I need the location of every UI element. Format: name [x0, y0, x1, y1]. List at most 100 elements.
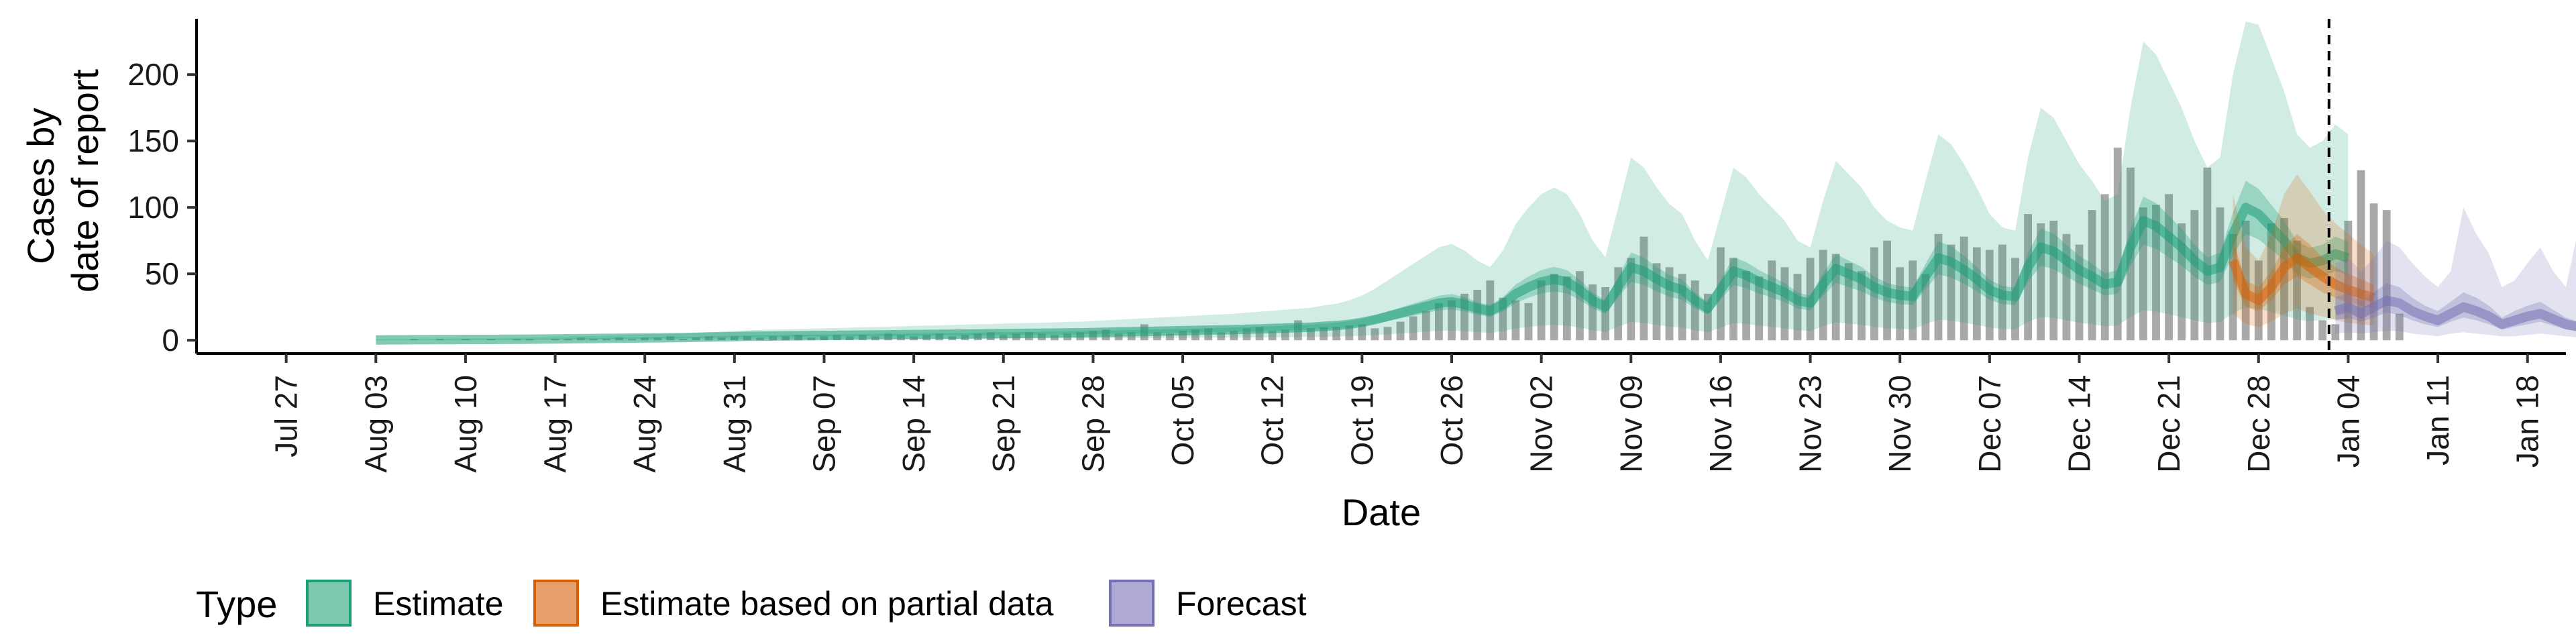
x-tick-label: Sep 07: [807, 375, 842, 473]
y-axis-title-line-2: date of report: [64, 69, 106, 293]
observed-bar: [1307, 328, 1315, 341]
x-tick-label: Aug 03: [358, 375, 393, 473]
observed-bar: [1972, 247, 1981, 341]
partial-estimate-series: [2229, 174, 2375, 327]
observed-bar: [1985, 250, 1994, 341]
x-tick-label: Oct 19: [1344, 375, 1379, 466]
estimate-90-ci-band: [376, 21, 2349, 341]
x-tick-label: Nov 09: [1613, 375, 1648, 473]
y-tick-label: 50: [145, 256, 179, 291]
observed-bar: [2139, 207, 2147, 341]
observed-bar: [1114, 333, 1123, 341]
observed-bar: [1793, 274, 1802, 341]
observed-bar: [2280, 218, 2288, 341]
observed-bar: [2306, 307, 2314, 341]
x-tick-label: Oct 05: [1165, 375, 1200, 466]
observed-bar: [2075, 244, 2084, 341]
legend-key-swatch: [306, 580, 352, 627]
legend: Type Estimate Estimate based on partial d…: [196, 580, 1307, 627]
observed-bar: [1768, 260, 1776, 341]
observed-bar: [1524, 303, 1533, 341]
observed-bar: [1678, 274, 1686, 341]
observed-bar: [1627, 258, 1635, 341]
x-tick-label: Jul 27: [269, 375, 304, 458]
observed-bar: [2318, 320, 2327, 341]
x-tick-label: Aug 31: [717, 375, 752, 473]
observed-bar: [2037, 223, 2045, 341]
observed-bar: [1332, 327, 1341, 341]
x-axis-ticks: Jul 27 Aug 03 Aug 10 Aug 17 Aug 24 Aug 31 Sep …: [269, 354, 2545, 473]
observed-bar: [1921, 274, 1930, 341]
observed-bar: [1409, 316, 1417, 341]
x-tick-label: Sep 28: [1075, 375, 1110, 473]
x-tick-label: Jan 11: [2420, 375, 2455, 466]
observed-bar: [1640, 236, 1648, 341]
observed-bar: [1383, 327, 1392, 341]
x-tick-label: Nov 23: [1793, 375, 1828, 473]
observed-bar: [1742, 271, 1750, 341]
x-tick-label: Jan 18: [2510, 375, 2545, 468]
observed-bar: [1435, 303, 1443, 341]
observed-bar: [2062, 233, 2071, 341]
observed-bar: [1421, 311, 1430, 341]
observed-bar: [1179, 331, 1187, 341]
observed-bar: [1562, 276, 1571, 341]
observed-bar: [1755, 276, 1764, 341]
observed-bar: [1858, 271, 1866, 341]
observed-bar: [2049, 221, 2058, 341]
observed-bar: [2203, 167, 2212, 341]
legend-key-swatch: [1109, 580, 1155, 627]
observed-bar: [2293, 240, 2301, 341]
observed-bar: [2100, 194, 2109, 341]
observed-bar: [1870, 247, 1878, 341]
observed-bar: [2229, 233, 2237, 341]
x-tick-label: Nov 16: [1703, 375, 1738, 473]
x-tick-label: Nov 30: [1882, 375, 1917, 473]
observed-bar: [1320, 327, 1328, 341]
observed-bar: [1589, 284, 1597, 341]
legend-item-label: Estimate: [373, 585, 504, 623]
observed-bar: [1358, 324, 1366, 341]
x-tick-label: Jan 04: [2330, 375, 2365, 468]
observed-bar: [1614, 267, 1623, 341]
observed-bar: [2178, 223, 2186, 341]
observed-bar: [1166, 333, 1174, 341]
observed-bar: [1217, 332, 1226, 341]
observed-bar: [1511, 300, 1520, 341]
observed-bar: [1230, 331, 1238, 341]
observed-bar: [1690, 280, 1699, 341]
observed-bar: [1576, 271, 1584, 341]
observed-bar: [2357, 170, 2365, 341]
observed-bar: [2395, 313, 2404, 341]
observed-bar: [1819, 250, 1827, 341]
observed-bar: [2152, 205, 2160, 341]
y-axis-ticks: 0 50 100 150 200: [127, 57, 197, 358]
estimate-median-line: [376, 203, 2350, 345]
observed-bar: [1703, 293, 1712, 341]
observed-bar: [1268, 331, 1277, 341]
y-tick-label: 150: [127, 123, 179, 158]
partial-estimate-median-line: [2229, 253, 2375, 305]
observed-bar: [2241, 221, 2250, 341]
observed-bar: [1371, 328, 1379, 341]
observed-bar: [1537, 280, 1546, 341]
observed-bar: [2344, 221, 2353, 341]
x-tick-label: Dec 14: [2062, 375, 2097, 473]
observed-bar: [1281, 329, 1289, 341]
observed-bar: [2165, 194, 2173, 341]
observed-bar: [1652, 263, 1661, 341]
observed-bar: [1844, 263, 1853, 341]
forecast-median-line: [2334, 295, 2576, 331]
observed-bar: [1460, 293, 1468, 341]
y-tick-label: 100: [127, 190, 179, 225]
observed-bar: [1960, 236, 1968, 341]
y-tick-label: 200: [127, 57, 179, 92]
x-tick-label: Dec 28: [2241, 375, 2276, 473]
y-axis-title-line-1: Cases by: [19, 108, 62, 264]
observed-bar: [1896, 267, 1904, 341]
x-tick-label: Dec 07: [1972, 375, 2007, 473]
observed-bar: [1345, 325, 1354, 341]
observed-bar: [1665, 267, 1674, 341]
observed-bar: [2113, 148, 2122, 341]
